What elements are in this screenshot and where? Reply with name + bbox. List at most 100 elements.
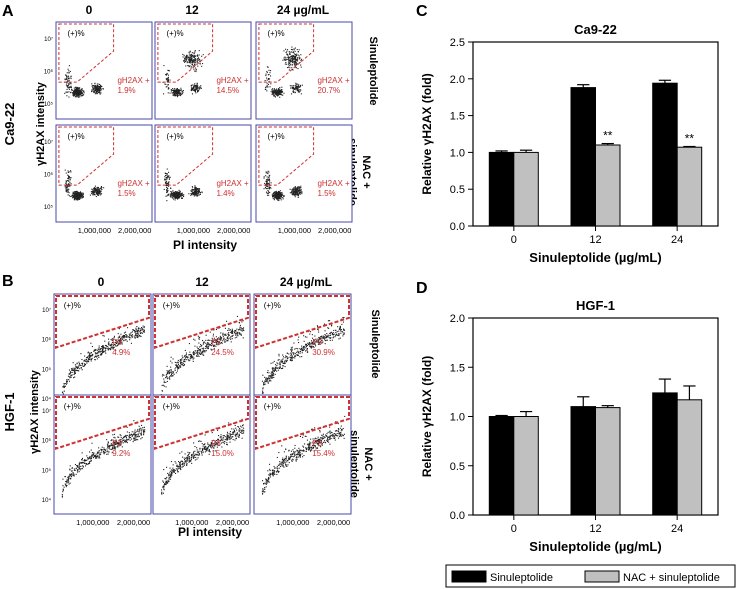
- flow-dot: [178, 193, 180, 195]
- flow-dot: [297, 354, 299, 356]
- flow-dot: [77, 466, 79, 468]
- flow-dot: [193, 195, 195, 197]
- flow-dot: [95, 85, 97, 87]
- flow-dot: [278, 93, 280, 95]
- flow-dot: [176, 469, 178, 471]
- flow-dot: [81, 92, 83, 94]
- flow-dot: [95, 455, 97, 457]
- flow-dot: [328, 437, 330, 439]
- flow-dot: [215, 339, 217, 341]
- flow-dot: [66, 75, 68, 77]
- flow-dot: [135, 439, 137, 441]
- flow-dot: [68, 192, 70, 194]
- flow-dot: [168, 182, 170, 184]
- flow-dot: [180, 359, 182, 361]
- flow-dot: [205, 449, 207, 451]
- flow-dot: [305, 451, 307, 453]
- flow-dot: [95, 453, 97, 455]
- flow-dot: [284, 63, 286, 65]
- flow-dot: [100, 87, 102, 89]
- flow-dot: [294, 62, 296, 64]
- flow-dot: [67, 184, 69, 186]
- flow-dot: [72, 197, 74, 199]
- flow-dot: [161, 492, 163, 494]
- flow-dot: [194, 345, 196, 347]
- flow-dot: [74, 194, 76, 196]
- flow-dot: [90, 456, 92, 458]
- flow-plot-frame: [53, 394, 152, 515]
- flow-dot: [188, 461, 190, 463]
- flow-dot: [185, 461, 187, 463]
- flow-dot: [174, 368, 176, 370]
- flow-dot: [299, 190, 301, 192]
- flow-dot: [74, 94, 76, 96]
- flow-dot: [180, 469, 182, 471]
- flow-dot: [340, 425, 342, 427]
- flow-dot: [94, 187, 96, 189]
- flow-dot: [295, 194, 297, 196]
- flow-dot: [170, 90, 172, 92]
- flow-dot: [87, 458, 89, 460]
- flow-dot: [194, 446, 196, 448]
- flow-dot: [175, 367, 177, 369]
- flow-dot: [167, 69, 169, 71]
- flow-dot: [262, 374, 264, 376]
- flow-dot: [278, 194, 280, 196]
- flow-dot: [320, 335, 322, 337]
- flow-dot: [163, 489, 165, 491]
- flow-dot: [179, 467, 181, 469]
- flow-dot: [194, 90, 196, 92]
- flow-dot: [296, 57, 298, 59]
- flow-dot: [121, 343, 123, 345]
- flow-dot: [97, 87, 99, 89]
- flow-dot: [169, 195, 171, 197]
- flow-dot: [65, 182, 67, 184]
- flow-dot: [227, 438, 229, 440]
- flow-dot: [96, 457, 98, 459]
- flow-dot: [292, 55, 294, 57]
- flow-dot: [342, 333, 344, 335]
- flow-dot: [199, 86, 201, 88]
- flow-dot: [292, 188, 294, 190]
- flow-dot: [298, 192, 300, 194]
- flow-dot: [78, 192, 80, 194]
- flow-dot: [74, 88, 76, 90]
- flow-dot: [135, 436, 137, 438]
- flow-dot: [93, 189, 95, 191]
- flow-dot: [239, 324, 241, 326]
- flow-dot: [278, 197, 280, 199]
- flow-dot: [124, 339, 126, 341]
- flow-dot: [96, 451, 98, 453]
- flow-dot: [184, 58, 186, 60]
- flow-dot: [238, 426, 240, 428]
- flow-dot: [294, 186, 296, 188]
- flow-dot: [264, 80, 266, 82]
- flow-dot: [118, 439, 120, 441]
- flow-dot: [173, 93, 175, 95]
- flow-dot: [175, 364, 177, 366]
- flow-dot: [267, 380, 269, 382]
- flow-dot: [103, 451, 105, 453]
- flow-dot: [98, 188, 100, 190]
- flow-dot: [235, 334, 237, 336]
- flow-gate-name: P3: [112, 439, 122, 448]
- flow-dot: [100, 89, 102, 91]
- flow-dot: [72, 93, 74, 95]
- flow-dot: [317, 338, 319, 340]
- flow-dot: [309, 446, 311, 448]
- flow-dot: [66, 379, 68, 381]
- flow-dot: [166, 174, 168, 176]
- flow-dot: [329, 320, 331, 322]
- flow-dot: [276, 92, 278, 94]
- flow-dot: [125, 441, 127, 443]
- flow-dot: [184, 58, 186, 60]
- flow-dot: [269, 380, 271, 382]
- flow-dot: [291, 349, 293, 351]
- flow-dot: [164, 172, 166, 174]
- flow-dot: [190, 193, 192, 195]
- flow-dot: [221, 446, 223, 448]
- flow-dot: [76, 88, 78, 90]
- flow-dot: [65, 180, 67, 182]
- flow-dot: [215, 343, 217, 345]
- flow-dot: [126, 438, 128, 440]
